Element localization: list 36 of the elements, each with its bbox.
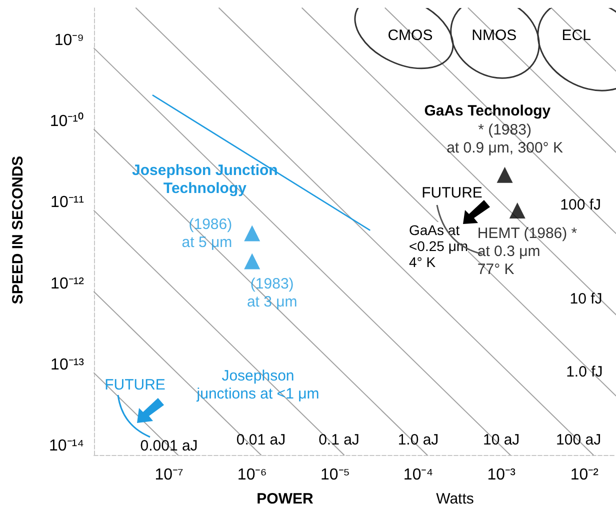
annotation: 0.001 aJ <box>140 438 198 455</box>
annotation: ECL <box>562 26 591 44</box>
annotation: 10 fJ <box>570 290 602 308</box>
y-tick-label: 10⁻¹¹ <box>50 194 84 212</box>
x-tick-label: 10⁻⁵ <box>320 466 350 484</box>
x-tick-label: 10⁻⁷ <box>154 466 184 484</box>
data-label: * (1983) at 0.9 μm, 300° K <box>446 121 563 156</box>
annotation: 100 fJ <box>560 196 602 214</box>
text: Watts <box>436 490 474 508</box>
annotation: 1.0 aJ <box>398 432 439 449</box>
data-label: (1983) at 3 μm <box>246 276 298 311</box>
y-tick-label: 10⁻¹⁴ <box>49 438 84 455</box>
y-tick-label: 10⁻¹⁰ <box>50 112 84 130</box>
annotation: CMOS <box>388 26 433 44</box>
annotation: 1.0 fJ <box>566 364 603 381</box>
series-label: Josephson Junction Technology <box>132 162 278 197</box>
data-label: HEMT (1986) * at 0.3 μm 77° K <box>477 225 578 278</box>
x-tick-label: 10⁻⁴ <box>403 466 434 484</box>
annotation: NMOS <box>472 26 517 44</box>
annotation: 0.1 aJ <box>318 432 360 448</box>
x-tick-label: 10⁻⁶ <box>237 466 267 484</box>
annotation: Josephson junctions at <1 μm <box>196 368 320 402</box>
y-tick-label: 10⁻¹³ <box>50 356 85 374</box>
y-tick-label: 10⁻⁹ <box>54 32 84 49</box>
annotation: 0.01 aJ <box>236 432 286 448</box>
x-tick-label: 10⁻³ <box>487 466 516 484</box>
data-label: (1986) at 5 μm <box>182 216 232 251</box>
annotation: 10 aJ <box>482 432 520 449</box>
y-axis-title: SPEED IN SECONDS <box>10 156 26 304</box>
annotation: 100 aJ <box>556 432 602 449</box>
annotation: GaAs Technology <box>424 102 552 120</box>
y-tick-label: 10⁻¹² <box>50 275 85 292</box>
x-axis-title: POWER <box>256 490 314 508</box>
annotation: FUTURE <box>422 184 482 202</box>
annotation: FUTURE <box>104 376 166 394</box>
x-tick-label: 10⁻² <box>570 466 600 484</box>
